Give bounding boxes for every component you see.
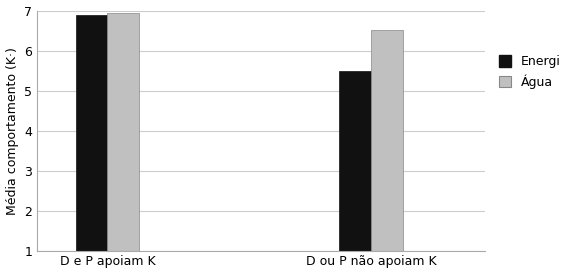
Bar [108,13,139,251]
Legend: Energi, Água: Energi, Água [496,53,563,92]
Bar [371,30,403,251]
Bar [76,15,108,251]
Y-axis label: Média comportamento (K·): Média comportamento (K·) [6,47,19,215]
Bar [340,71,371,251]
